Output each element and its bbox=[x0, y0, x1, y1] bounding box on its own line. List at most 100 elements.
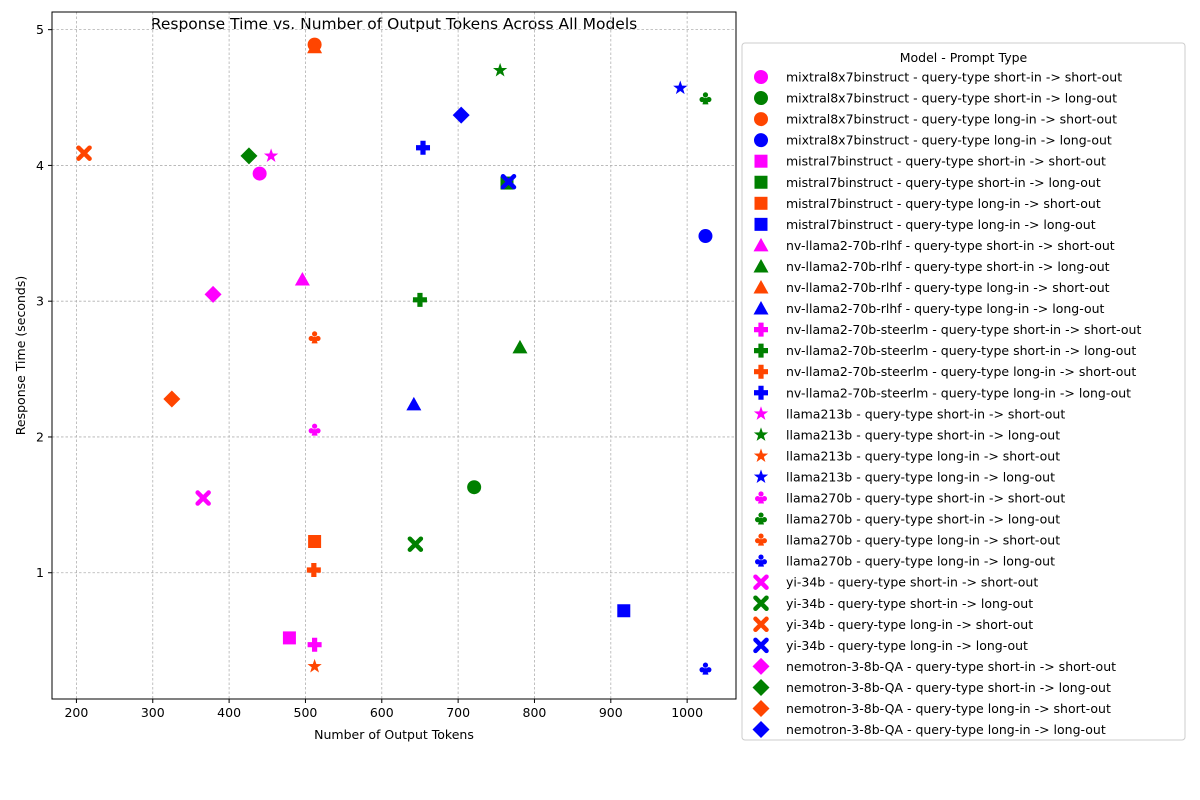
legend-marker-square bbox=[754, 154, 768, 168]
legend-label: mixtral8x7binstruct - query-type short-i… bbox=[786, 70, 1122, 85]
x-tick-label: 400 bbox=[217, 705, 241, 720]
legend-marker-club bbox=[755, 533, 768, 546]
plot-frame bbox=[51, 11, 737, 700]
legend-marker-plus bbox=[754, 385, 768, 400]
y-axis-ticks: 1 2 3 4 5 bbox=[36, 22, 52, 580]
legend-label: nemotron-3-8b-QA - query-type short-in -… bbox=[786, 659, 1116, 674]
legend-marker-star bbox=[753, 469, 769, 484]
x-tick-label: 500 bbox=[294, 705, 318, 720]
legend-label: nv-llama2-70b-steerlm - query-type short… bbox=[786, 322, 1141, 337]
x-axis-label: Number of Output Tokens bbox=[314, 727, 474, 742]
legend-label: nv-llama2-70b-rlhf - query-type long-in … bbox=[786, 280, 1110, 295]
grid bbox=[52, 12, 736, 699]
data-point-star bbox=[307, 658, 322, 673]
legend-label: nv-llama2-70b-steerlm - query-type short… bbox=[786, 343, 1136, 358]
legend-label: mixtral8x7binstruct - query-type long-in… bbox=[786, 133, 1112, 148]
legend-marker-star bbox=[753, 427, 769, 441]
data-point-triangle bbox=[512, 339, 528, 354]
legend-label: llama270b - query-type short-in -> long-… bbox=[786, 512, 1060, 527]
legend-marker-x bbox=[753, 637, 769, 654]
legend-label: nv-llama2-70b-steerlm - query-type long-… bbox=[786, 364, 1136, 379]
legend-marker-circle bbox=[754, 133, 768, 148]
legend-marker-star bbox=[753, 406, 769, 420]
legend-marker-diamond bbox=[752, 700, 770, 717]
legend-marker-triangle bbox=[753, 258, 769, 273]
legend-label: llama213b - query-type long-in -> short-… bbox=[786, 448, 1060, 463]
legend-label: mistral7binstruct - query-type long-in -… bbox=[786, 217, 1096, 232]
y-tick-label: 1 bbox=[36, 565, 44, 580]
legend-marker-club bbox=[755, 491, 768, 504]
legend-marker-circle bbox=[754, 70, 768, 84]
data-point-x bbox=[407, 536, 424, 552]
data-point-circle bbox=[252, 166, 267, 181]
legend-marker-x bbox=[753, 574, 769, 590]
legend-label: mixtral8x7binstruct - query-type long-in… bbox=[786, 112, 1117, 127]
data-point-star bbox=[263, 148, 279, 162]
data-point-x bbox=[500, 173, 517, 190]
data-point-circle bbox=[467, 480, 482, 495]
legend-marker-x bbox=[753, 616, 769, 633]
data-point-plus bbox=[306, 563, 321, 578]
legend-label: nemotron-3-8b-QA - query-type long-in ->… bbox=[786, 701, 1111, 716]
legend-label: nemotron-3-8b-QA - query-type short-in -… bbox=[786, 680, 1111, 695]
legend-label: llama270b - query-type short-in -> short… bbox=[786, 491, 1065, 506]
data-point-diamond bbox=[452, 106, 470, 124]
legend-marker-diamond bbox=[752, 721, 770, 739]
x-tick-label: 600 bbox=[370, 705, 394, 720]
data-point-square bbox=[617, 604, 631, 618]
legend-label: nv-llama2-70b-steerlm - query-type long-… bbox=[786, 385, 1131, 400]
x-tick-label: 200 bbox=[64, 705, 88, 720]
data-point-club bbox=[699, 662, 712, 675]
legend-label: yi-34b - query-type short-in -> short-ou… bbox=[786, 575, 1038, 590]
legend-title: Model - Prompt Type bbox=[900, 50, 1028, 65]
data-point-diamond bbox=[163, 390, 181, 408]
legend-label: nv-llama2-70b-rlhf - query-type long-in … bbox=[786, 301, 1105, 316]
x-tick-label: 1000 bbox=[671, 705, 703, 720]
legend-label: mistral7binstruct - query-type long-in -… bbox=[786, 196, 1101, 211]
legend-marker-square bbox=[754, 196, 768, 210]
legend-label: yi-34b - query-type long-in -> short-out bbox=[786, 617, 1033, 632]
data-point-plus bbox=[416, 140, 431, 155]
legend-label: nv-llama2-70b-rlhf - query-type short-in… bbox=[786, 238, 1115, 253]
legend-marker-square bbox=[754, 175, 768, 189]
legend-marker-triangle bbox=[753, 301, 769, 315]
data-point-plus bbox=[307, 637, 322, 652]
y-tick-label: 5 bbox=[36, 22, 44, 37]
legend-marker-plus bbox=[754, 364, 768, 379]
y-tick-label: 2 bbox=[36, 429, 44, 444]
data-point-x bbox=[76, 145, 92, 161]
data-point-x bbox=[195, 490, 211, 506]
legend-label: llama213b - query-type short-in -> short… bbox=[786, 406, 1065, 421]
data-point-diamond bbox=[204, 285, 222, 303]
data-point-triangle bbox=[307, 39, 323, 54]
legend-marker-plus bbox=[754, 322, 768, 337]
legend-marker-plus bbox=[754, 343, 768, 358]
legend-marker-circle bbox=[754, 91, 768, 106]
x-tick-label: 300 bbox=[141, 705, 165, 720]
data-points bbox=[76, 37, 713, 675]
y-axis-label: Response Time (seconds) bbox=[13, 276, 28, 435]
x-axis-ticks: 200 300 400 500 600 700 800 900 1000 bbox=[64, 699, 703, 720]
data-point-star bbox=[492, 62, 508, 77]
data-point-triangle bbox=[406, 396, 422, 411]
y-tick-label: 3 bbox=[36, 294, 44, 309]
data-point-star bbox=[673, 80, 688, 95]
data-point-club bbox=[308, 423, 321, 436]
x-tick-label: 700 bbox=[446, 705, 470, 720]
legend-marker-x bbox=[753, 595, 769, 611]
legend-marker-circle bbox=[754, 112, 768, 127]
legend-label: mixtral8x7binstruct - query-type short-i… bbox=[786, 91, 1117, 106]
legend-items: mixtral8x7binstruct - query-type short-i… bbox=[752, 70, 1141, 739]
legend-label: llama213b - query-type long-in -> long-o… bbox=[786, 469, 1055, 484]
legend-label: mistral7binstruct - query-type short-in … bbox=[786, 175, 1101, 190]
legend-label: mistral7binstruct - query-type short-in … bbox=[786, 154, 1106, 169]
y-tick-label: 4 bbox=[36, 158, 44, 173]
legend-marker-club bbox=[755, 512, 768, 525]
legend-marker-star bbox=[753, 448, 769, 462]
legend-label: yi-34b - query-type long-in -> long-out bbox=[786, 638, 1028, 653]
legend-label: yi-34b - query-type short-in -> long-out bbox=[786, 596, 1033, 611]
data-point-club bbox=[308, 331, 321, 344]
data-point-club bbox=[699, 92, 712, 105]
legend-label: nemotron-3-8b-QA - query-type long-in ->… bbox=[786, 722, 1106, 737]
